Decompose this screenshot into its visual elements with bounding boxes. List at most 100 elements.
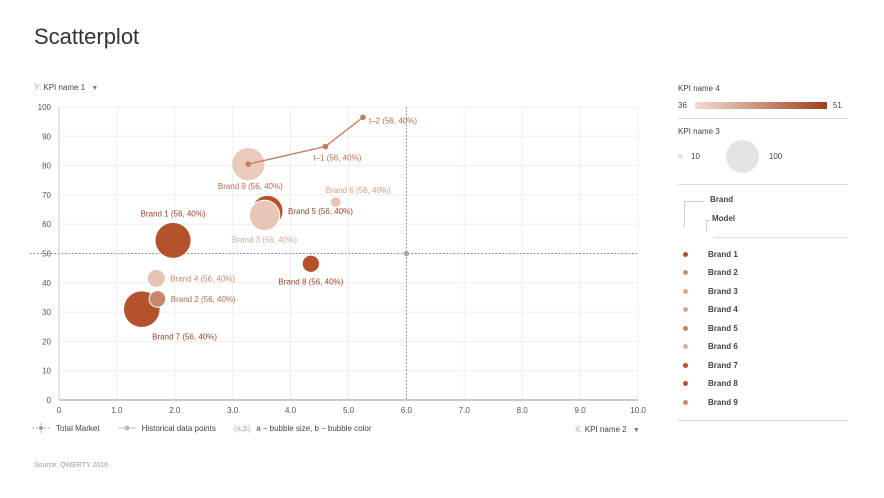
x-axis-selector[interactable]: X: KPI name 2 ▼	[575, 425, 640, 434]
history-point	[360, 114, 366, 121]
data-label: Brand 3 (56, 40%)	[232, 236, 297, 245]
color-scale-max: 51	[832, 101, 842, 110]
source-note: Source: QWERTY 2016	[34, 462, 109, 469]
x-tick-label: 9.0	[575, 406, 587, 415]
history-point	[245, 161, 252, 167]
x-tick-label: 5.0	[343, 406, 355, 415]
legend-bubble-note: (a,b) a – bubble size, b – bubble color	[234, 424, 372, 433]
bubble-point	[248, 199, 281, 232]
brand-dot-icon	[683, 362, 688, 368]
color-scale-min: 36	[678, 101, 687, 110]
y-tick-label: 30	[42, 308, 51, 317]
bubble-point	[146, 268, 166, 288]
color-scale: 36 51	[678, 101, 848, 110]
x-tick-label: 6.0	[401, 406, 413, 415]
x-tick-label: 4.0	[285, 406, 297, 415]
hierarchy-selector[interactable]: Brand Model	[678, 193, 848, 238]
bubble-point	[154, 221, 192, 259]
data-label: Brand 8 (56, 40%)	[278, 277, 343, 286]
historical-point-icon	[117, 425, 136, 431]
brand-item-label: Brand 8	[708, 379, 738, 389]
y-axis-prefix: Y:	[34, 83, 42, 92]
legend-historical: Historical data points	[117, 423, 216, 433]
brand-item[interactable]: Brand 5	[678, 319, 848, 338]
size-scale-max: 100	[768, 151, 783, 161]
brand-dot-icon	[683, 381, 688, 387]
bubble-point	[301, 254, 321, 273]
color-legend-title: KPI name 4	[678, 84, 720, 93]
y-axis-kpi: KPI name 1	[43, 83, 86, 92]
total-market-point	[403, 250, 410, 257]
brand-item-label: Brand 6	[708, 342, 738, 352]
legend-note-text: a – bubble size, b – bubble color	[256, 423, 372, 433]
x-axis-kpi: KPI name 2	[584, 425, 627, 434]
y-tick-label: 90	[42, 132, 51, 141]
history-label: t–1 (56, 40%)	[313, 154, 361, 163]
divider	[678, 118, 848, 119]
brand-item-label: Brand 1	[708, 249, 738, 259]
brand-item[interactable]: Brand 2	[678, 264, 848, 283]
brand-dot-icon	[683, 307, 688, 313]
hierarchy-level-brand[interactable]: Brand	[710, 195, 734, 204]
grid-layer	[30, 106, 639, 400]
y-tick-label: 100	[38, 103, 52, 112]
divider	[678, 184, 848, 185]
chevron-down-icon[interactable]: ▼	[91, 85, 99, 92]
size-legend-title: KPI name 3	[678, 127, 720, 136]
brand-dot-icon	[683, 288, 688, 294]
x-tick-label: 7.0	[459, 406, 471, 415]
brand-dot-icon	[683, 270, 688, 276]
data-label: Brand 6 (56, 40%)	[326, 186, 391, 195]
brand-item-label: Brand 3	[708, 286, 738, 296]
label-layer: Brand 1 (56, 40%) Brand 2 (56, 40%) Brand …	[141, 116, 418, 341]
divider	[678, 419, 848, 421]
legend-note-prefix: (a,b)	[233, 423, 251, 433]
brand-item-label: Brand 7	[708, 360, 738, 370]
y-tick-label: 20	[42, 337, 51, 346]
x-axis-prefix: X:	[575, 425, 583, 434]
x-tick-label: 8.0	[517, 406, 529, 415]
brand-item-label: Brand 9	[708, 397, 738, 407]
brand-item[interactable]: Brand 3	[678, 282, 848, 301]
y-tick-label: 80	[42, 162, 51, 171]
data-label: Brand 4 (56, 40%)	[170, 274, 235, 283]
brand-item-label: Brand 5	[708, 323, 738, 333]
brand-item[interactable]: Brand 8	[678, 375, 848, 394]
legend-total-market: Total Market	[32, 423, 100, 433]
legend-historical-label: Historical data points	[141, 423, 216, 433]
brand-dot-icon	[683, 344, 688, 350]
bubble-layer	[122, 146, 342, 328]
hierarchy-level-model[interactable]: Model	[712, 214, 736, 223]
x-tick-label: 10.0	[630, 406, 646, 415]
history-point	[322, 143, 329, 150]
y-tick-label: 70	[42, 191, 51, 200]
chevron-down-icon[interactable]: ▼	[632, 427, 640, 434]
brand-item[interactable]: Brand 6	[678, 338, 848, 357]
brand-item-label: Brand 2	[708, 268, 738, 278]
color-gradient-bar	[694, 102, 827, 109]
x-tick-label: 3.0	[227, 406, 239, 415]
history-label: t–2 (56, 40%)	[369, 116, 417, 125]
y-tick-label: 10	[42, 367, 51, 376]
large-bubble-icon	[725, 139, 759, 173]
data-label: Brand 5 (56, 40%)	[288, 207, 353, 216]
brand-item[interactable]: Brand 4	[678, 301, 848, 320]
legend-panel: KPI name 4 36 51 KPI name 3 10 100 Brand…	[678, 84, 848, 429]
page-title: Scatterplot	[34, 24, 140, 49]
brand-dot-icon	[683, 251, 688, 257]
brand-item[interactable]: Brand 1	[678, 245, 848, 264]
crosshair-icon	[32, 423, 50, 433]
brand-item[interactable]: Brand 7	[678, 356, 848, 375]
brand-dot-icon	[683, 325, 688, 331]
bottom-legend: Total Market Historical data points (a,b…	[32, 423, 390, 433]
size-scale: 10 100	[678, 136, 848, 176]
data-label: Brand 7 (56, 40%)	[152, 332, 217, 341]
brand-list: Brand 1 Brand 2 Brand 3 Brand 4 Brand 5 Brand…	[678, 245, 848, 412]
x-tick-label: 1.0	[111, 406, 123, 415]
y-axis-selector[interactable]: Y: KPI name 1 ▼	[34, 83, 98, 92]
data-label: Brand 1 (56, 40%)	[141, 209, 206, 218]
y-tick-label: 40	[42, 279, 51, 288]
bubble-point	[148, 290, 167, 308]
brand-item[interactable]: Brand 9	[678, 393, 848, 412]
y-tick-label: 60	[42, 220, 51, 229]
